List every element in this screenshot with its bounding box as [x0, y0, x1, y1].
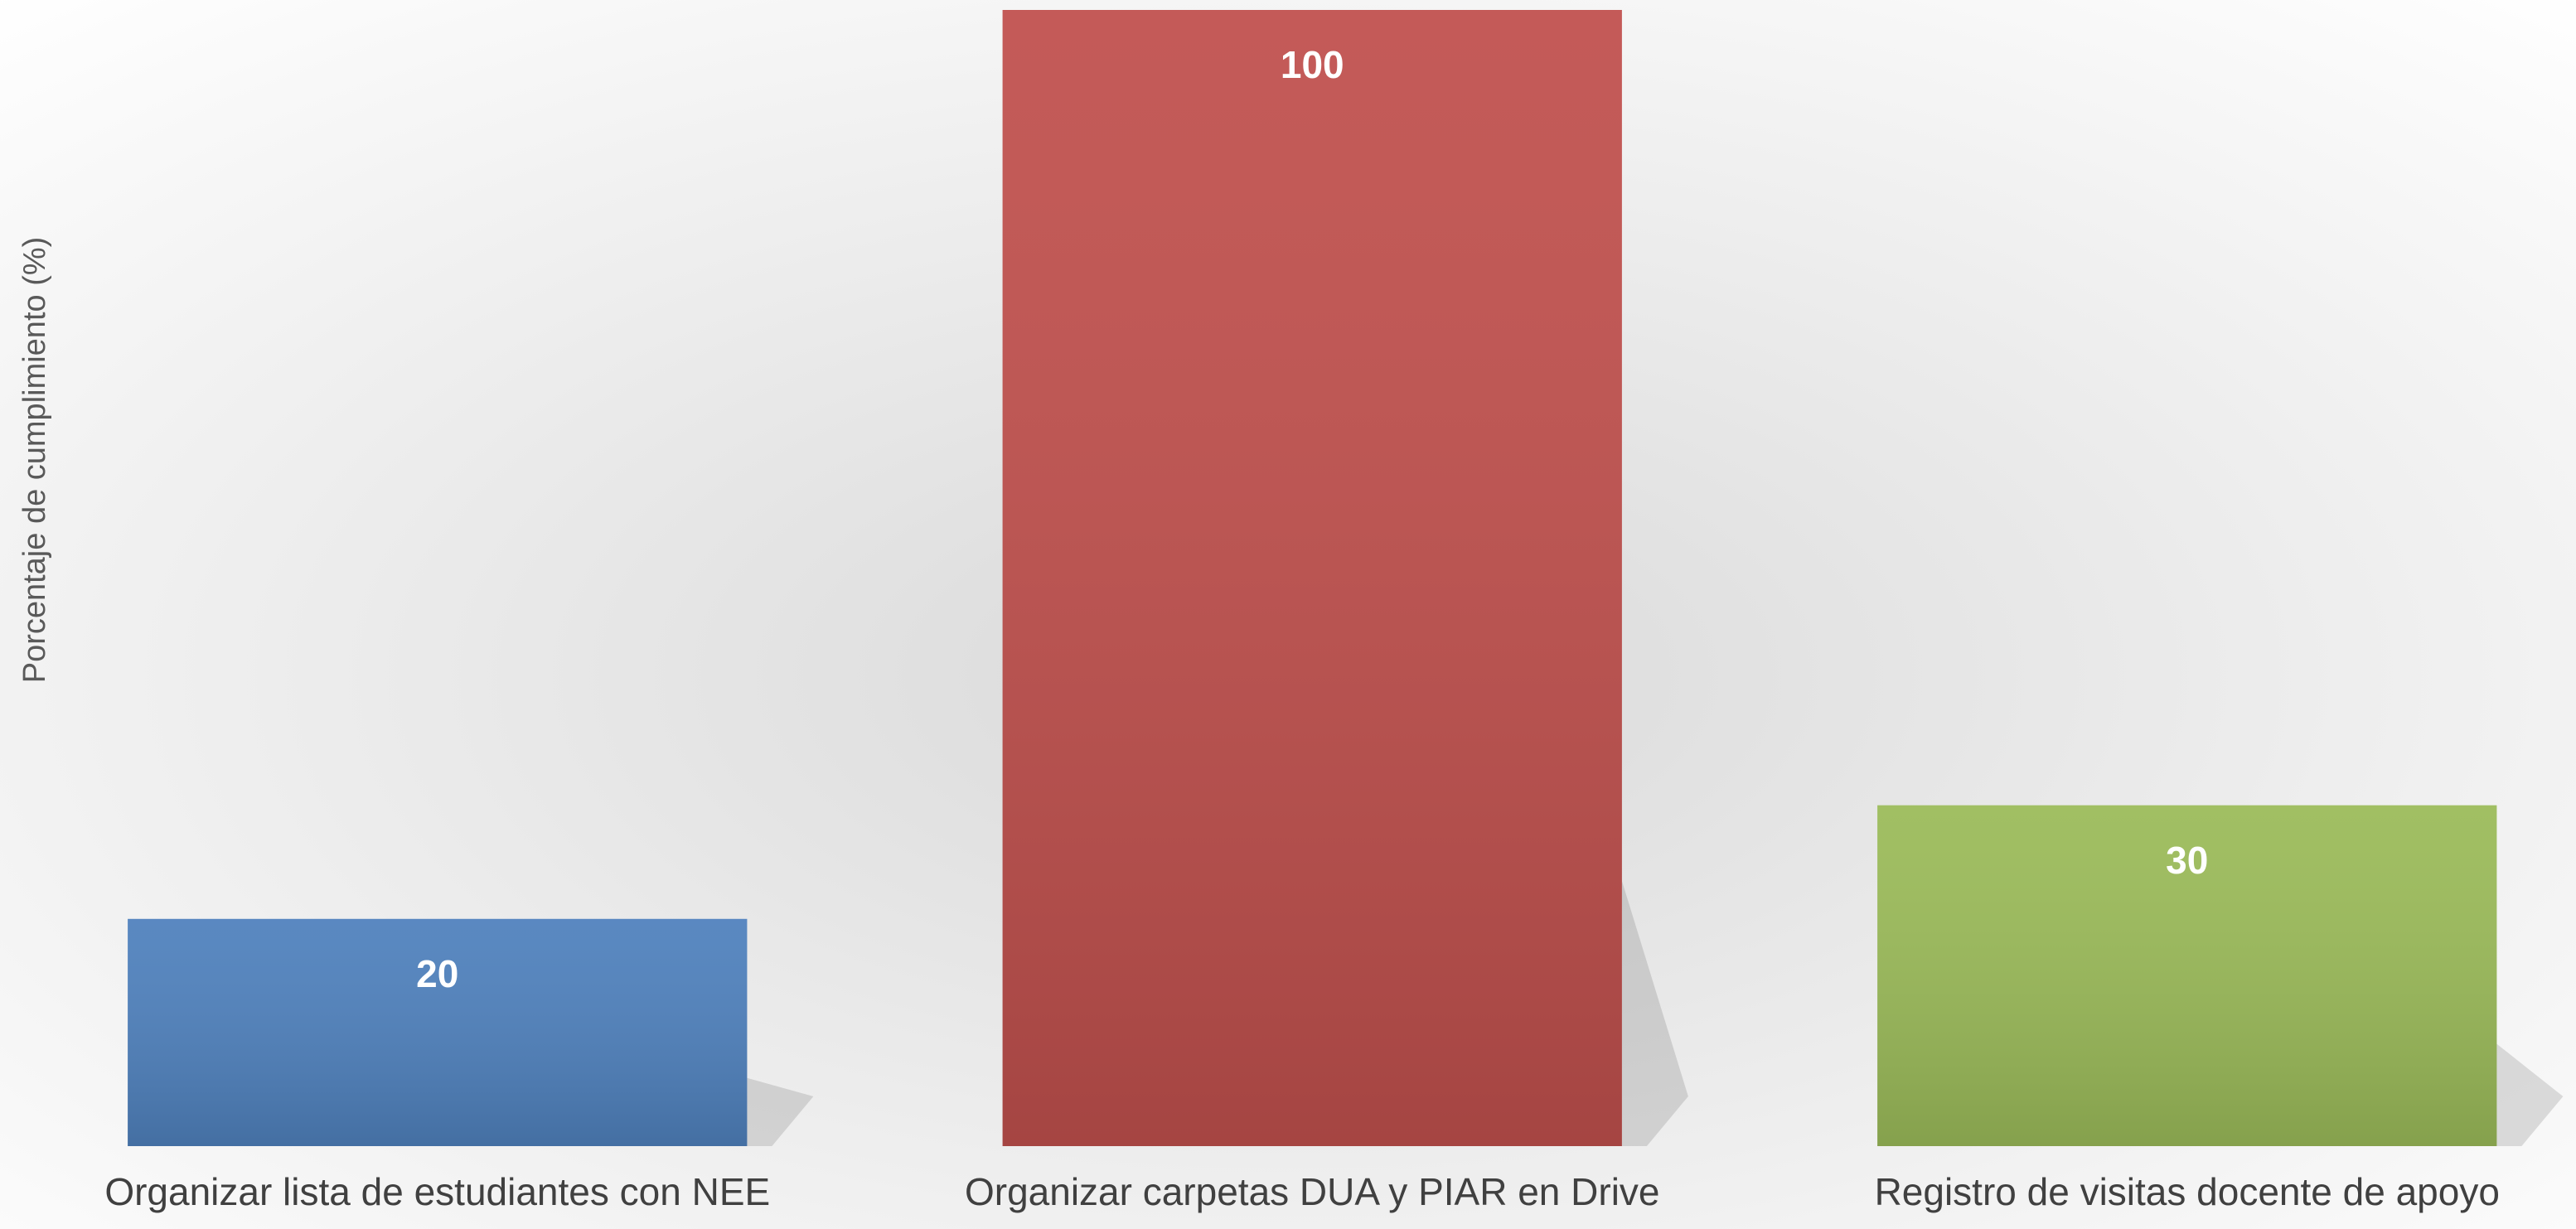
bar-shadow [747, 1077, 814, 1146]
x-tick-label: Registro de visitas docente de apoyo [1875, 1170, 2500, 1213]
x-tick-label: Organizar carpetas DUA y PIAR en Drive [965, 1170, 1660, 1213]
bar-shade [1002, 10, 1622, 1146]
bar-shade [1877, 805, 2497, 1146]
y-axis-label: Porcentaje de cumplimiento (%) [17, 237, 52, 684]
bar-shade [128, 918, 748, 1146]
value-label: 20 [416, 952, 458, 995]
x-tick-label: Organizar lista de estudiantes con NEE [104, 1170, 770, 1213]
bar-shadow [2496, 1043, 2564, 1146]
value-label: 100 [1281, 43, 1344, 86]
value-label: 30 [2166, 839, 2208, 882]
bar-shadow [1621, 881, 1688, 1146]
